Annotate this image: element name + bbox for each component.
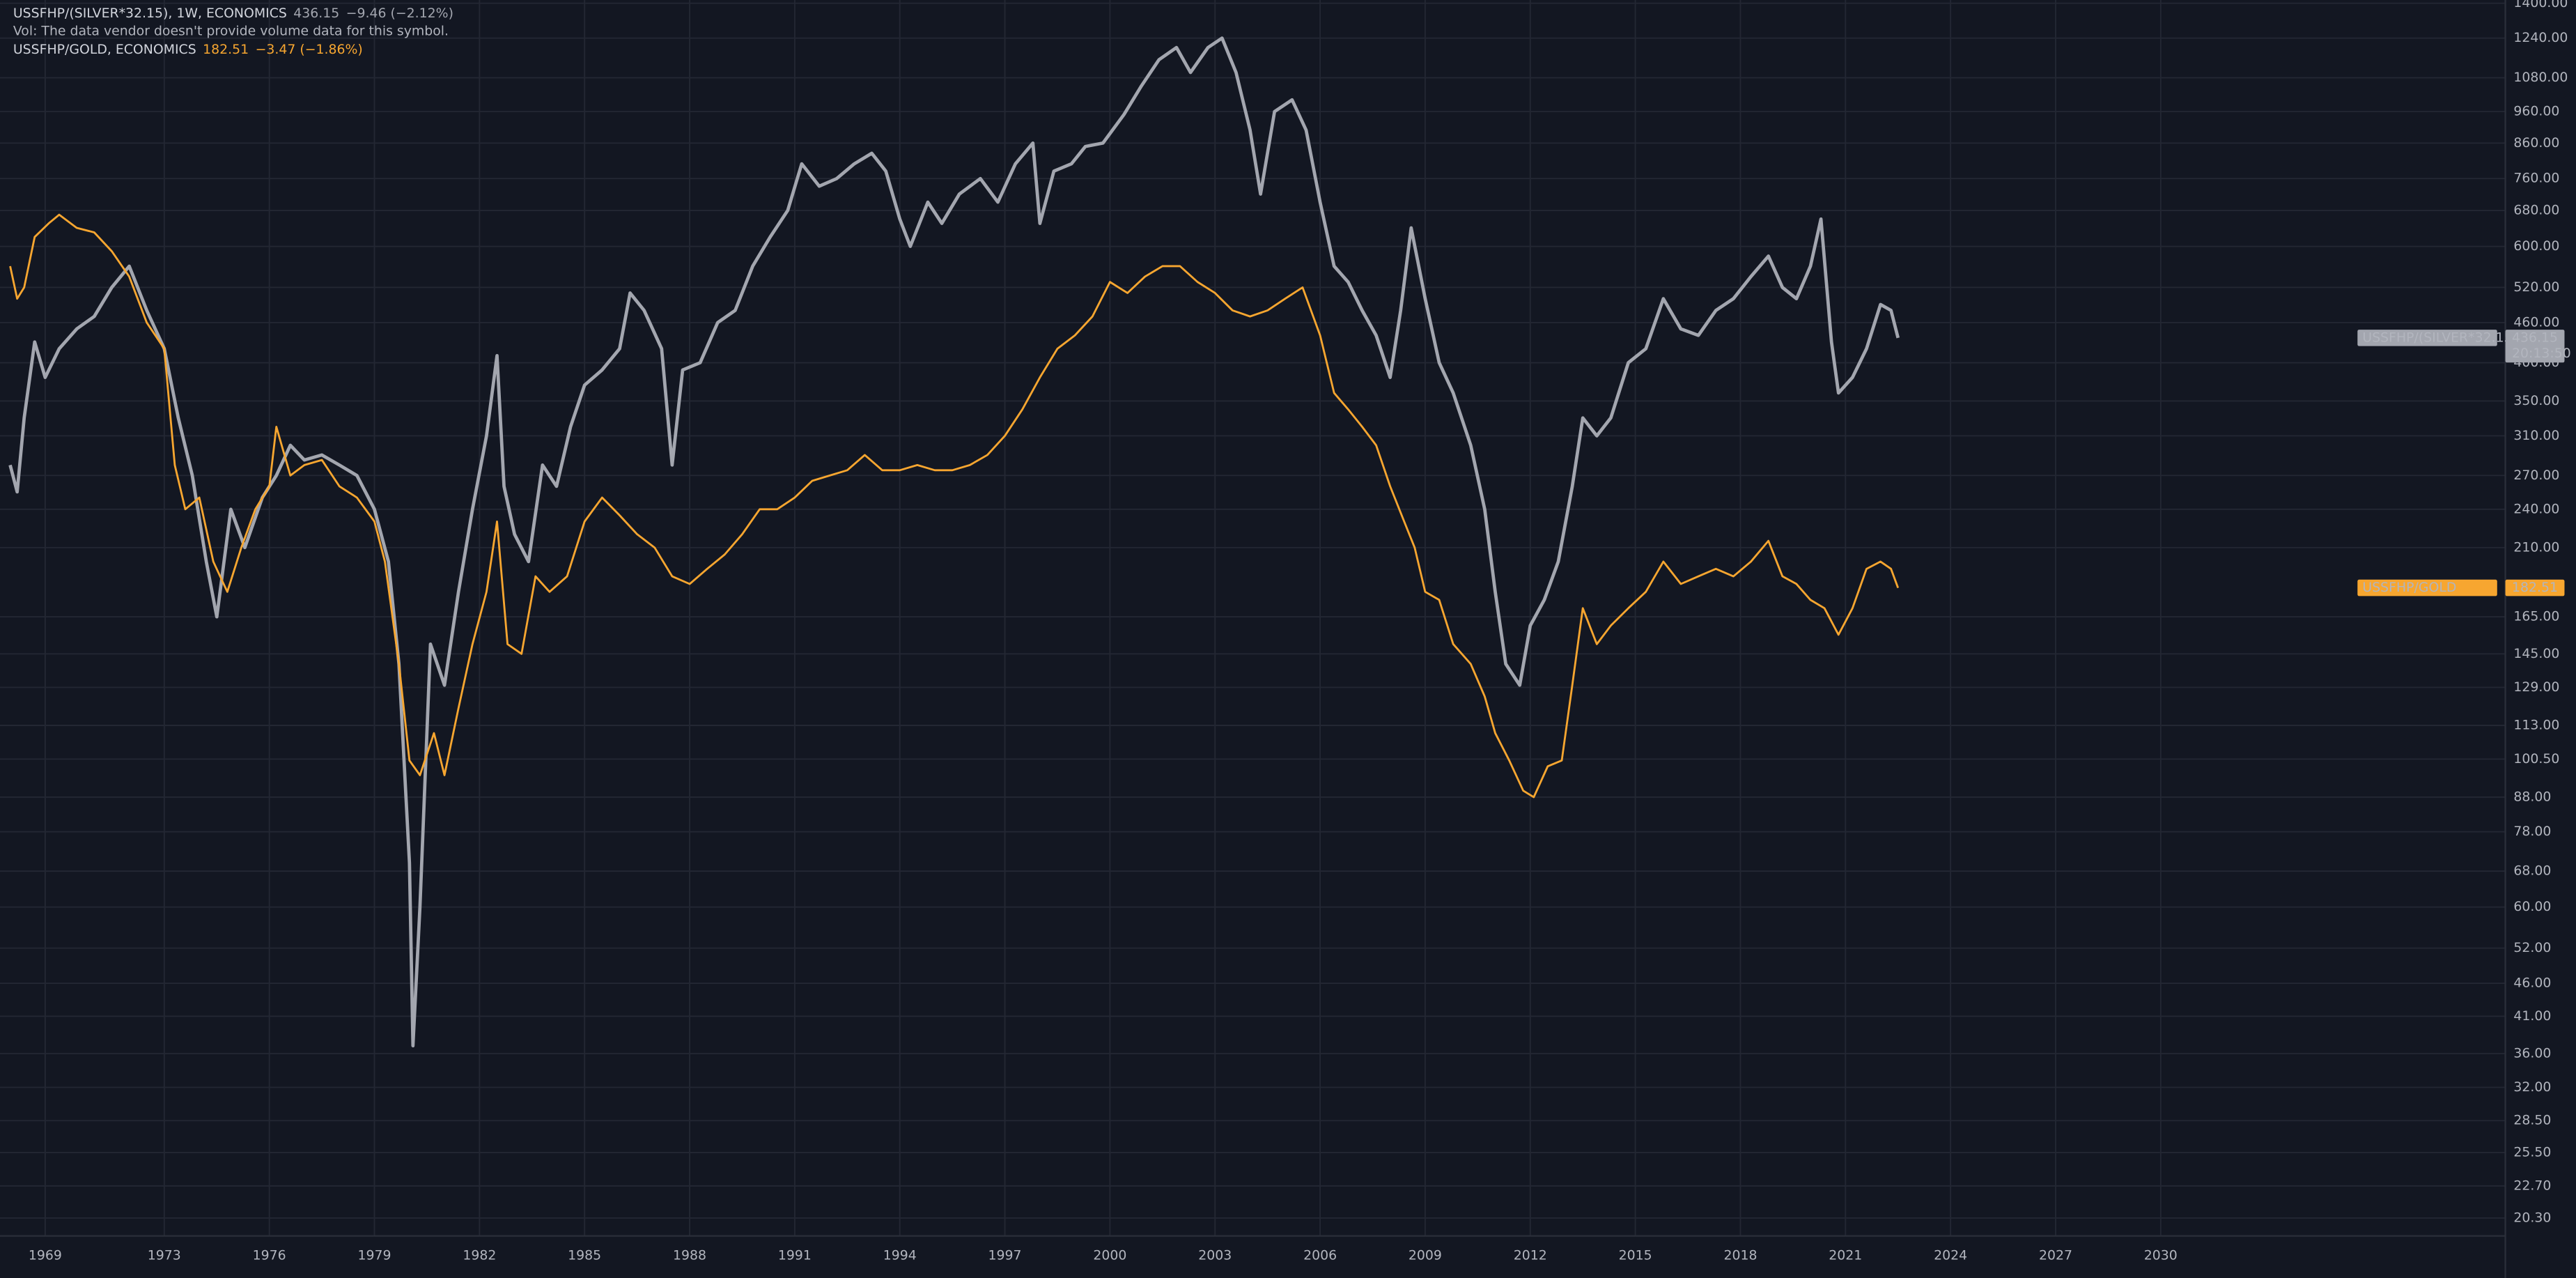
y-tick-label: 41.00 — [2513, 1008, 2551, 1024]
price-tag-name: USSFHP/GOLD — [2362, 580, 2456, 595]
x-tick-label: 1994 — [883, 1247, 917, 1263]
y-tick-label: 28.50 — [2513, 1113, 2551, 1128]
legend-entry: USSFHP/GOLD, ECONOMICS 182.51 −3.47 (−1.86… — [13, 41, 363, 56]
price-tag-name: USSFHP/(SILVER*32.15) — [2362, 330, 2517, 345]
y-tick-label: 960.00 — [2513, 104, 2559, 119]
plot — [8, 36, 1900, 1048]
y-tick-label: 78.00 — [2513, 824, 2551, 839]
x-tick-label: 1976 — [253, 1247, 286, 1263]
legend-value: 436.15 — [293, 5, 339, 20]
y-tick-label: 52.00 — [2513, 940, 2551, 955]
x-tick-label: 2024 — [1934, 1247, 1967, 1263]
x-tick-label: 2018 — [1723, 1247, 1757, 1263]
y-tick-label: 210.00 — [2513, 539, 2559, 555]
legend-change: −3.47 (−1.86%) — [256, 41, 363, 56]
y-tick-label: 1240.00 — [2513, 30, 2568, 45]
grid — [0, 0, 2506, 1236]
y-tick-label: 36.00 — [2513, 1045, 2551, 1061]
x-tick-label: 2012 — [1514, 1247, 1547, 1263]
price-tag-bg — [2357, 330, 2497, 346]
legend-label: USSFHP/(SILVER*32.15), 1W, ECONOMICS — [13, 5, 287, 20]
x-tick-label: 2015 — [1619, 1247, 1652, 1263]
x-tick-label: 1985 — [568, 1247, 601, 1263]
legend-label: USSFHP/GOLD, ECONOMICS — [13, 41, 196, 56]
y-tick-label: 20.30 — [2513, 1210, 2551, 1225]
x-tick-label: 2006 — [1303, 1247, 1337, 1263]
y-tick-label: 1400.00 — [2513, 0, 2568, 10]
y-tick-label: 22.70 — [2513, 1178, 2551, 1193]
x-tick-label: 1969 — [29, 1247, 62, 1263]
y-tick-label: 460.00 — [2513, 314, 2559, 330]
price-tag-value: 182.51 — [2512, 580, 2558, 595]
x-tick-label: 2000 — [1093, 1247, 1126, 1263]
x-tick-label: 1973 — [148, 1247, 181, 1263]
x-tick-label: 2021 — [1829, 1247, 1862, 1263]
x-tick-label: 1982 — [463, 1247, 496, 1263]
y-tick-label: 68.00 — [2513, 863, 2551, 879]
y-tick-label: 100.50 — [2513, 751, 2559, 767]
y-tick-label: 88.00 — [2513, 789, 2551, 804]
x-tick-label: 2009 — [1409, 1247, 1442, 1263]
x-tick-label: 2030 — [2144, 1247, 2178, 1263]
price-tag-axis-bg — [2505, 330, 2565, 363]
y-tick-label: 1080.00 — [2513, 70, 2568, 85]
x-tick-label: 1988 — [673, 1247, 706, 1263]
price-tag-countdown: 20:13:50 — [2512, 346, 2571, 361]
y-tick-label: 310.00 — [2513, 428, 2559, 443]
y-tick-label: 240.00 — [2513, 501, 2559, 516]
y-tick-label: 680.00 — [2513, 203, 2559, 218]
x-tick-label: 1997 — [988, 1247, 1022, 1263]
y-tick-label: 145.00 — [2513, 646, 2559, 661]
y-tick-label: 860.00 — [2513, 135, 2559, 151]
series-line — [9, 213, 1900, 799]
y-tick-label: 760.00 — [2513, 171, 2559, 186]
y-tick-label: 46.00 — [2513, 976, 2551, 991]
y-tick-label: 600.00 — [2513, 238, 2559, 254]
y-tick-label: 350.00 — [2513, 393, 2559, 408]
legend-change: −9.46 (−2.12%) — [346, 5, 453, 20]
y-tick-label: 60.00 — [2513, 899, 2551, 914]
x-tick-label: 2027 — [2039, 1247, 2072, 1263]
x-tick-label: 1979 — [358, 1247, 391, 1263]
y-tick-label: 129.00 — [2513, 679, 2559, 695]
axes: 20.30 22.70 25.50 28.50 32.00 36.00 41.00 46.00… — [29, 0, 2568, 1263]
y-tick-label: 165.00 — [2513, 609, 2559, 624]
x-tick-label: 1991 — [778, 1247, 812, 1263]
y-tick-label: 25.50 — [2513, 1144, 2551, 1160]
legend-entry: USSFHP/(SILVER*32.15), 1W, ECONOMICS 436.… — [13, 5, 453, 20]
y-tick-label: 270.00 — [2513, 468, 2559, 483]
price-tag-value: 436.15 — [2512, 330, 2558, 345]
vol-note: Vol: The data vendor doesn't provide vol… — [13, 23, 449, 38]
series-line — [8, 36, 1900, 1048]
y-tick-label: 520.00 — [2513, 279, 2559, 295]
y-tick-label: 32.00 — [2513, 1079, 2551, 1095]
y-tick-label: 113.00 — [2513, 717, 2559, 732]
price-tag-bg — [2357, 579, 2497, 596]
price-tag-axis-bg — [2505, 579, 2565, 596]
legend: USSFHP/(SILVER*32.15), 1W, ECONOMICS 436.… — [13, 5, 453, 56]
x-tick-label: 2003 — [1198, 1247, 1232, 1263]
legend-value: 182.51 — [203, 41, 249, 56]
